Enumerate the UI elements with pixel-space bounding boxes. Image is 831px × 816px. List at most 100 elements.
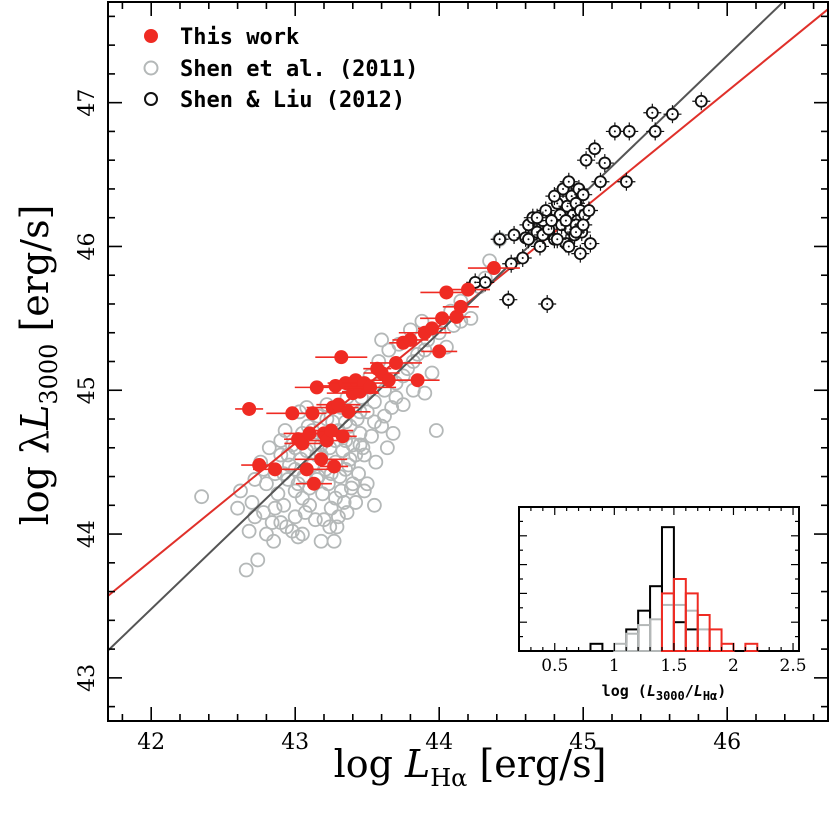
point-shen-liu-50 [548,230,567,249]
inset-ticks: 0.5 1 1.5 2 2.5 [519,507,807,676]
axis-ticks [108,2,828,721]
point-shen-liu-60 [571,244,590,263]
point-shen-liu-55 [545,187,564,206]
point-shen-liu-45 [646,122,665,141]
point-shen-liu-13 [538,294,557,313]
inset-bar-2-4 [708,628,723,653]
y-tick-label-46: 46 [75,232,100,260]
fit-all-line [108,2,785,652]
point-this-work-5 [284,436,321,451]
x-tick-label-46: 46 [713,730,741,755]
point-this-work-27 [344,380,397,395]
point-shen2011-107 [313,533,329,549]
x-tick-label-45: 45 [569,730,597,755]
point-shen2011-141 [356,447,372,463]
point-this-work-33 [392,332,429,347]
x-axis-title: log LHα [erg/s] [334,742,607,792]
point-shen2011-114 [359,476,375,492]
point-shen2011-113 [348,495,364,510]
point-shen2011-72 [364,428,379,444]
point-this-work-16 [320,459,349,474]
point-shen2011-87 [410,346,426,362]
point-shen2011-108 [294,526,310,542]
inset-x-tick-1: 1 [609,656,620,676]
point-shen2011-76 [374,418,390,434]
point-shen2011-98 [463,310,479,326]
y-tick-label-44: 44 [75,520,100,548]
point-shen2011-104 [388,390,404,405]
point-shen-liu-44 [643,103,662,122]
point-this-work-41 [442,299,479,314]
point-shen-liu-3 [499,290,518,309]
inset-histogram: 0.5 1 1.5 2 2.5 log (L3000/LHα) [518,506,807,703]
point-shen2011-150 [322,519,338,535]
point-shen-liu-46 [663,105,682,124]
fit-this-work-line [108,8,828,597]
point-this-work-6 [284,462,329,477]
point-this-work-1 [241,458,278,473]
point-shen-liu-59 [513,248,532,267]
point-shen2011-131 [385,425,401,441]
point-shen-liu-51 [559,237,578,256]
point-shen2011-50 [329,519,345,535]
point-shen-liu-52 [567,223,585,242]
point-shen2011-10 [258,476,274,492]
legend-marker-this-work [144,29,158,43]
legend-label-shen2011: Shen et al. (2011) [180,57,418,82]
point-shen-liu-36 [579,201,598,220]
point-shen2011-3 [238,562,254,578]
point-shen2011-11 [261,440,277,456]
y-tick-labels: 43 44 45 46 47 [75,89,100,692]
point-shen2011-106 [330,509,346,525]
point-shen2011-74 [368,454,384,470]
legend-label-shen-liu: Shen & Liu (2012) [180,88,405,113]
point-shen2011-128 [352,437,368,453]
legend-marker-shen-liu [144,92,158,106]
point-shen-liu-38 [585,139,604,158]
point-shen-liu-56 [542,211,561,230]
point-shen2011-111 [258,526,274,542]
point-shen-liu-4 [502,254,521,273]
point-shen2011-4 [241,523,257,539]
y-tick-label-47: 47 [75,89,100,117]
point-shen2011-147 [328,490,343,506]
y-axis-title: log λL3000 [erg/s] [13,205,63,526]
point-shen-liu-57 [528,208,547,227]
point-this-work-37 [421,344,458,359]
point-shen-liu-35 [577,151,596,170]
point-this-work-11 [295,452,348,467]
point-shen2011-105 [374,332,390,348]
x-tick-labels: 42 43 44 45 46 [137,730,741,755]
point-this-work-31 [370,355,422,370]
point-shen-liu-37 [581,234,600,253]
point-shen-liu-58 [519,230,538,249]
point-shen-liu-53 [574,215,593,234]
point-this-work-0 [235,401,264,416]
point-shen2011-115 [366,497,382,513]
point-shen2011-2 [233,483,248,499]
inset-bars [589,526,759,653]
point-shen-liu-2 [490,230,509,249]
x-tick-label-43: 43 [281,730,309,755]
plot-area [108,2,828,652]
point-shen2011-124 [302,497,318,513]
point-shen2011-144 [267,500,283,516]
point-shen2011-89 [417,385,433,401]
point-this-work-18 [316,397,361,412]
point-shen2011-18 [277,423,293,438]
point-shen2011-1 [230,500,246,516]
point-shen2011-0 [194,489,210,505]
x-tick-label-42: 42 [137,730,165,755]
point-shen2011-7 [250,552,266,568]
inset-x-tick-2: 2 [728,656,739,676]
point-this-work-22 [326,404,371,419]
point-this-work-9 [295,476,332,491]
point-shen2011-78 [379,440,395,456]
point-this-work-19 [315,350,368,365]
point-shen2011-12 [264,515,280,530]
inset-x-tick-2.5: 2.5 [780,656,807,676]
point-shen2011-122 [273,433,289,448]
point-shen2011-16 [273,447,289,463]
point-shen2011-151 [339,505,355,520]
